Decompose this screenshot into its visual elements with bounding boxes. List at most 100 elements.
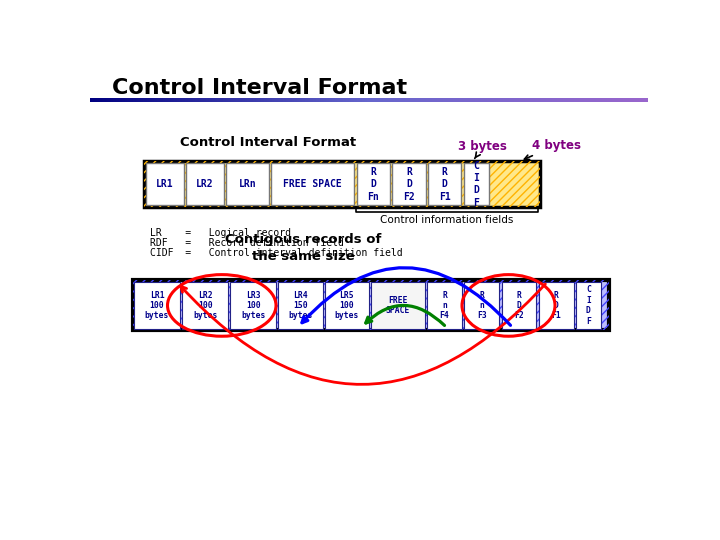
Bar [325,98,326,102]
Bar [594,98,595,102]
Bar [541,98,542,102]
Bar [563,98,564,102]
Bar [483,98,484,102]
Bar [510,98,512,102]
Bar [154,98,155,102]
Bar [117,98,118,102]
Bar [233,98,234,102]
Bar [494,98,495,102]
Bar [133,98,134,102]
Bar [203,98,204,102]
Bar [341,98,342,102]
Bar [416,98,417,102]
Bar [513,98,514,102]
Bar [433,98,434,102]
Bar [250,98,251,102]
Text: Control Interval Format: Control Interval Format [180,137,356,150]
Bar [614,98,615,102]
Bar [342,98,343,102]
Bar [242,98,243,102]
Bar [230,98,231,102]
Bar [357,98,358,102]
Bar [111,98,112,102]
Bar [102,98,103,102]
Bar [629,98,630,102]
Text: R
D
F2: R D F2 [514,291,524,320]
Bar [388,98,389,102]
Bar [611,98,612,102]
Text: C
I
D
F: C I D F [474,160,480,208]
Bar [401,98,402,102]
Bar [463,98,464,102]
Bar [515,98,516,102]
Bar [562,98,563,102]
Bar [479,98,480,102]
Bar [331,98,332,102]
Bar [590,98,591,102]
Bar [557,98,558,102]
Bar [584,98,585,102]
Bar [413,98,414,102]
Bar [434,98,435,102]
Bar [581,98,582,102]
Bar [534,98,535,102]
Bar [121,98,122,102]
Bar [295,98,296,102]
Bar [340,98,341,102]
Bar [301,98,302,102]
Bar [356,98,357,102]
Bar [548,98,549,102]
Bar [140,98,141,102]
Bar [392,164,426,205]
Bar [162,98,163,102]
Bar [346,98,347,102]
Bar [355,98,356,102]
Bar [597,98,598,102]
Text: FREE
SPACE: FREE SPACE [386,296,410,315]
Bar [104,98,106,102]
Bar [507,98,508,102]
Text: LR2: LR2 [197,179,214,189]
Bar [473,98,474,102]
Bar [339,98,340,102]
Bar [448,98,449,102]
Bar [508,98,509,102]
Bar [283,98,284,102]
Bar [222,98,223,102]
Bar [112,98,113,102]
Bar [248,98,249,102]
Bar [364,98,365,102]
Bar [180,98,181,102]
Bar [572,98,573,102]
Bar [335,98,336,102]
Bar [379,98,380,102]
Bar [573,98,574,102]
Bar [635,98,636,102]
Bar [284,98,285,102]
Bar [137,98,138,102]
Bar [207,98,208,102]
Bar [272,98,273,102]
Text: LR3
100
bytes: LR3 100 bytes [241,291,266,320]
Bar [439,98,441,102]
Bar [252,98,253,102]
Bar [160,98,161,102]
Bar [536,98,537,102]
Bar [262,98,263,102]
Bar [417,98,418,102]
Bar [200,98,201,102]
Bar [567,98,568,102]
Bar [609,98,610,102]
Bar [405,98,406,102]
Bar [324,98,325,102]
Bar [505,98,506,102]
Bar [209,98,210,102]
Bar [390,98,391,102]
Bar [559,98,560,102]
Bar [374,98,375,102]
Bar [397,98,398,102]
Bar [322,98,323,102]
Bar [588,98,589,102]
Bar [118,98,119,102]
Bar [150,98,151,102]
